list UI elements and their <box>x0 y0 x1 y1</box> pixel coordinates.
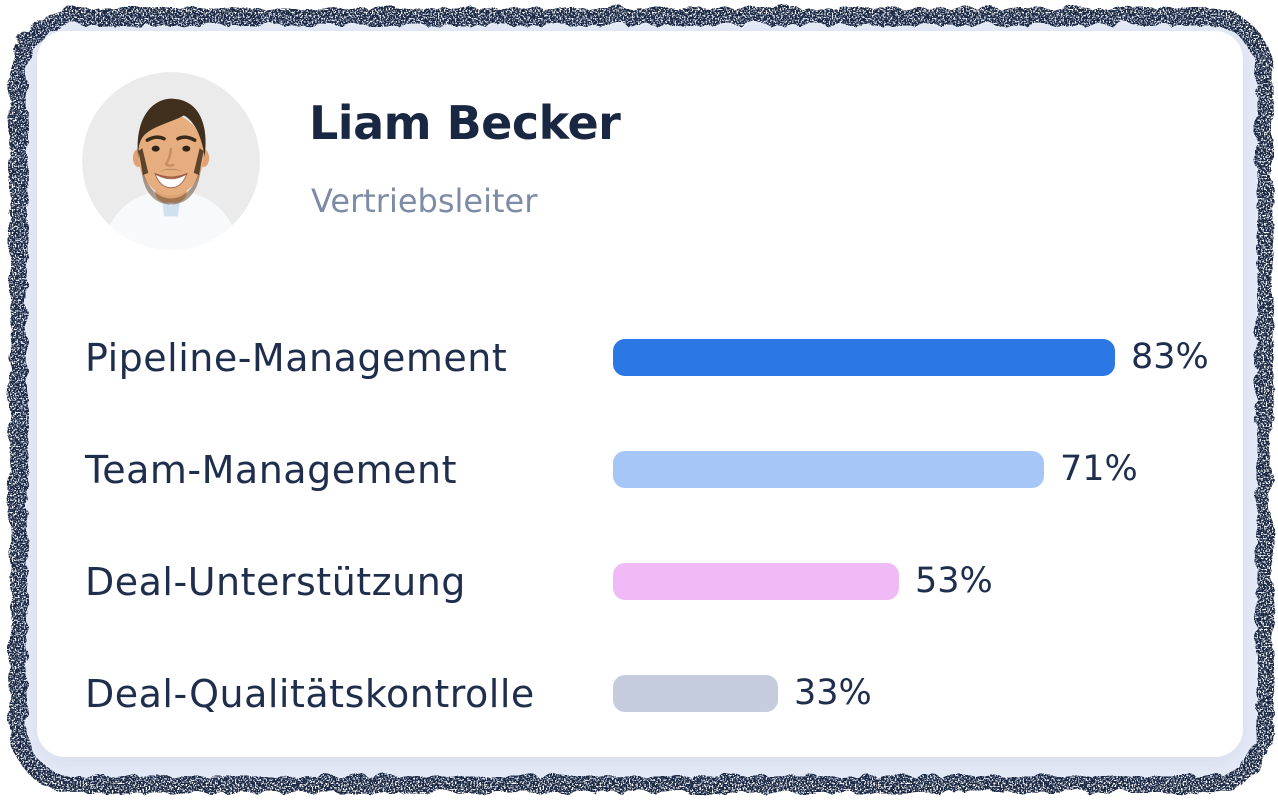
skill-row: Deal-Unterstützung 53% <box>85 559 1243 604</box>
skill-row: Deal-Qualitätskontrolle 33% <box>85 671 1243 716</box>
skill-bar <box>613 675 778 712</box>
skill-value: 53% <box>915 561 993 601</box>
skills-list: Pipeline-Management 83% Team-Management 71%… <box>85 335 1243 716</box>
skill-row: Pipeline-Management 83% <box>85 335 1243 380</box>
noise-border-stroke <box>7 5 1271 791</box>
profile-card: Liam Becker Vertriebsleiter Pipeline-Man… <box>37 31 1243 757</box>
skill-label: Deal-Unterstützung <box>85 559 466 604</box>
skill-bar <box>613 339 1115 376</box>
skill-bar <box>613 451 1044 488</box>
skill-value: 33% <box>794 673 872 713</box>
avatar-photo <box>82 72 260 250</box>
avatar <box>82 72 260 250</box>
skill-row: Team-Management 71% <box>85 447 1243 492</box>
profile-name: Liam Becker <box>309 96 621 150</box>
skill-bar <box>613 563 899 600</box>
skill-label: Pipeline-Management <box>85 335 508 380</box>
skill-value: 83% <box>1131 337 1209 377</box>
skill-label: Deal-Qualitätskontrolle <box>85 671 535 716</box>
skill-label: Team-Management <box>85 447 457 492</box>
skill-value: 71% <box>1060 449 1138 489</box>
profile-role: Vertriebsleiter <box>311 182 538 220</box>
